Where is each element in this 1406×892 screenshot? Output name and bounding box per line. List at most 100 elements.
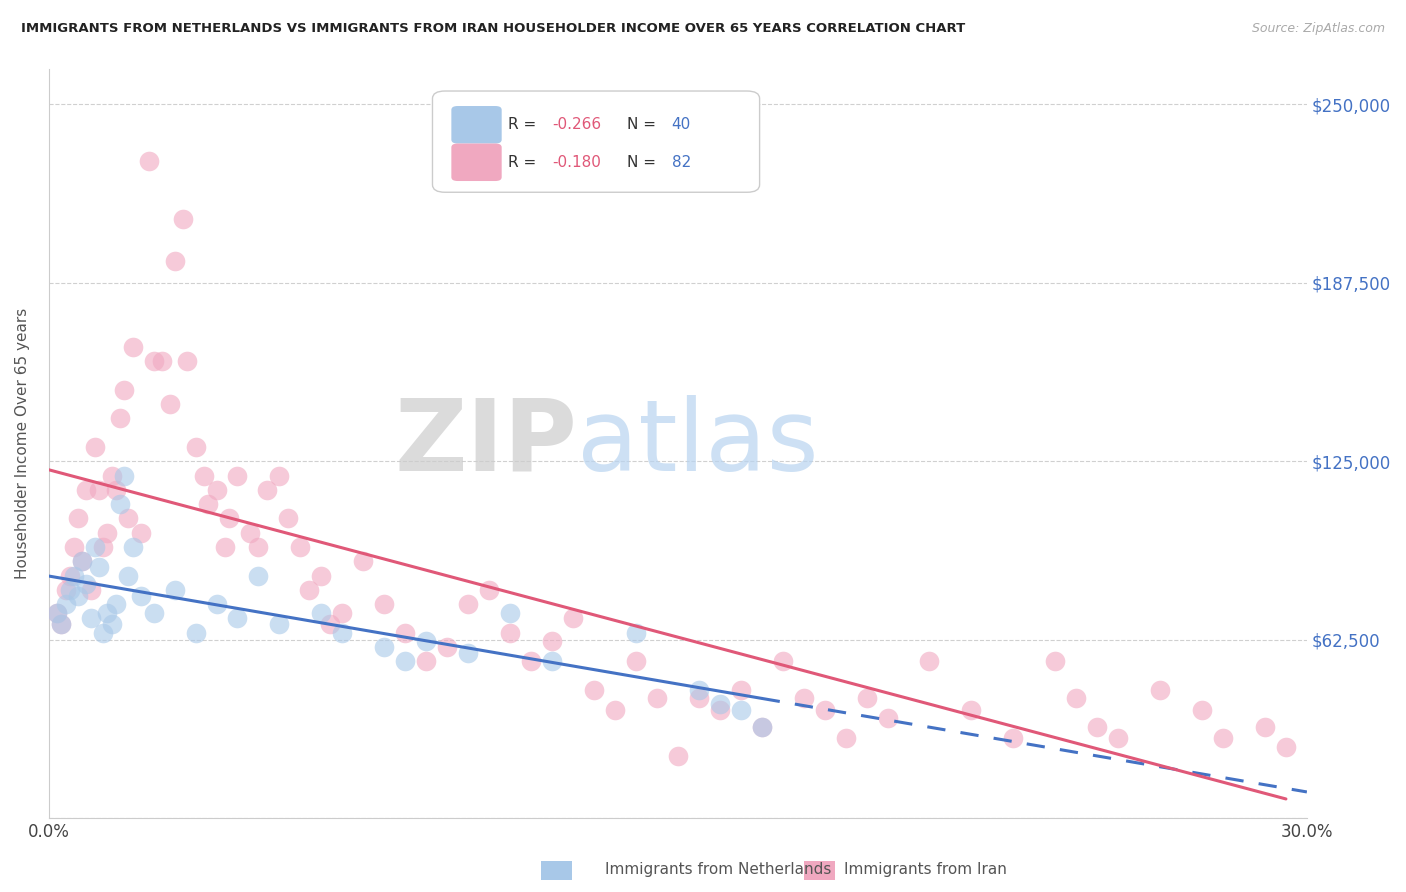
Point — [67, 589, 90, 603]
Point — [1064, 691, 1087, 706]
Point — [76, 577, 98, 591]
Point — [645, 691, 668, 706]
Point — [394, 625, 416, 640]
Point — [247, 568, 270, 582]
Point — [100, 617, 122, 632]
Point — [520, 654, 543, 668]
Point — [394, 654, 416, 668]
Point — [290, 540, 312, 554]
Point — [709, 703, 731, 717]
Point — [172, 211, 194, 226]
Point — [214, 540, 236, 554]
Text: N =: N = — [627, 117, 661, 132]
Point — [319, 617, 342, 632]
Text: 82: 82 — [672, 155, 690, 169]
Point — [541, 654, 564, 668]
FancyBboxPatch shape — [451, 144, 502, 181]
Point — [603, 703, 626, 717]
Point — [91, 625, 114, 640]
Point — [415, 654, 437, 668]
Text: 40: 40 — [672, 117, 690, 132]
Point — [499, 606, 522, 620]
Point — [46, 606, 69, 620]
Point — [51, 617, 73, 632]
Text: IMMIGRANTS FROM NETHERLANDS VS IMMIGRANTS FROM IRAN HOUSEHOLDER INCOME OVER 65 Y: IMMIGRANTS FROM NETHERLANDS VS IMMIGRANT… — [21, 22, 966, 36]
Point — [226, 468, 249, 483]
Point — [83, 440, 105, 454]
Point — [108, 411, 131, 425]
Point — [373, 597, 395, 611]
Point — [87, 560, 110, 574]
Point — [163, 254, 186, 268]
Point — [197, 497, 219, 511]
Text: Immigrants from Netherlands: Immigrants from Netherlands — [605, 863, 831, 877]
Point — [709, 697, 731, 711]
Text: ZIP: ZIP — [394, 395, 578, 492]
Text: Source: ZipAtlas.com: Source: ZipAtlas.com — [1251, 22, 1385, 36]
Point — [76, 483, 98, 497]
Text: -0.266: -0.266 — [553, 117, 602, 132]
Point — [311, 606, 333, 620]
Point — [330, 625, 353, 640]
Point — [1212, 731, 1234, 746]
Y-axis label: Householder Income Over 65 years: Householder Income Over 65 years — [15, 308, 30, 579]
Point — [541, 634, 564, 648]
Point — [67, 511, 90, 525]
Point — [1149, 682, 1171, 697]
Point — [793, 691, 815, 706]
Point — [730, 682, 752, 697]
Point — [247, 540, 270, 554]
Point — [277, 511, 299, 525]
Point — [184, 625, 207, 640]
Point — [415, 634, 437, 648]
Point — [51, 617, 73, 632]
Point — [176, 354, 198, 368]
Point — [226, 611, 249, 625]
Point — [59, 582, 82, 597]
Point — [138, 154, 160, 169]
Point — [1191, 703, 1213, 717]
Point — [142, 354, 165, 368]
Point — [83, 540, 105, 554]
Point — [855, 691, 877, 706]
Point — [121, 540, 143, 554]
Point — [80, 611, 103, 625]
Point — [256, 483, 278, 497]
Point — [184, 440, 207, 454]
Point — [91, 540, 114, 554]
Point — [457, 646, 479, 660]
Point — [688, 691, 710, 706]
Point — [100, 468, 122, 483]
Point — [624, 654, 647, 668]
Point — [666, 748, 689, 763]
Point — [1002, 731, 1025, 746]
Text: R =: R = — [508, 117, 541, 132]
Point — [751, 720, 773, 734]
Point — [117, 568, 139, 582]
Point — [104, 483, 127, 497]
Point — [218, 511, 240, 525]
Point — [96, 606, 118, 620]
Point — [117, 511, 139, 525]
Point — [478, 582, 501, 597]
FancyBboxPatch shape — [451, 106, 502, 144]
Point — [129, 525, 152, 540]
Point — [96, 525, 118, 540]
Point — [87, 483, 110, 497]
Point — [918, 654, 941, 668]
Point — [457, 597, 479, 611]
Point — [269, 468, 291, 483]
Point — [1085, 720, 1108, 734]
Point — [330, 606, 353, 620]
Point — [121, 340, 143, 354]
FancyBboxPatch shape — [433, 91, 759, 193]
Point — [373, 640, 395, 654]
Point — [129, 589, 152, 603]
Point — [104, 597, 127, 611]
Point — [72, 554, 94, 568]
Point — [142, 606, 165, 620]
Point — [72, 554, 94, 568]
Point — [582, 682, 605, 697]
Text: Immigrants from Iran: Immigrants from Iran — [844, 863, 1007, 877]
Point — [63, 568, 86, 582]
